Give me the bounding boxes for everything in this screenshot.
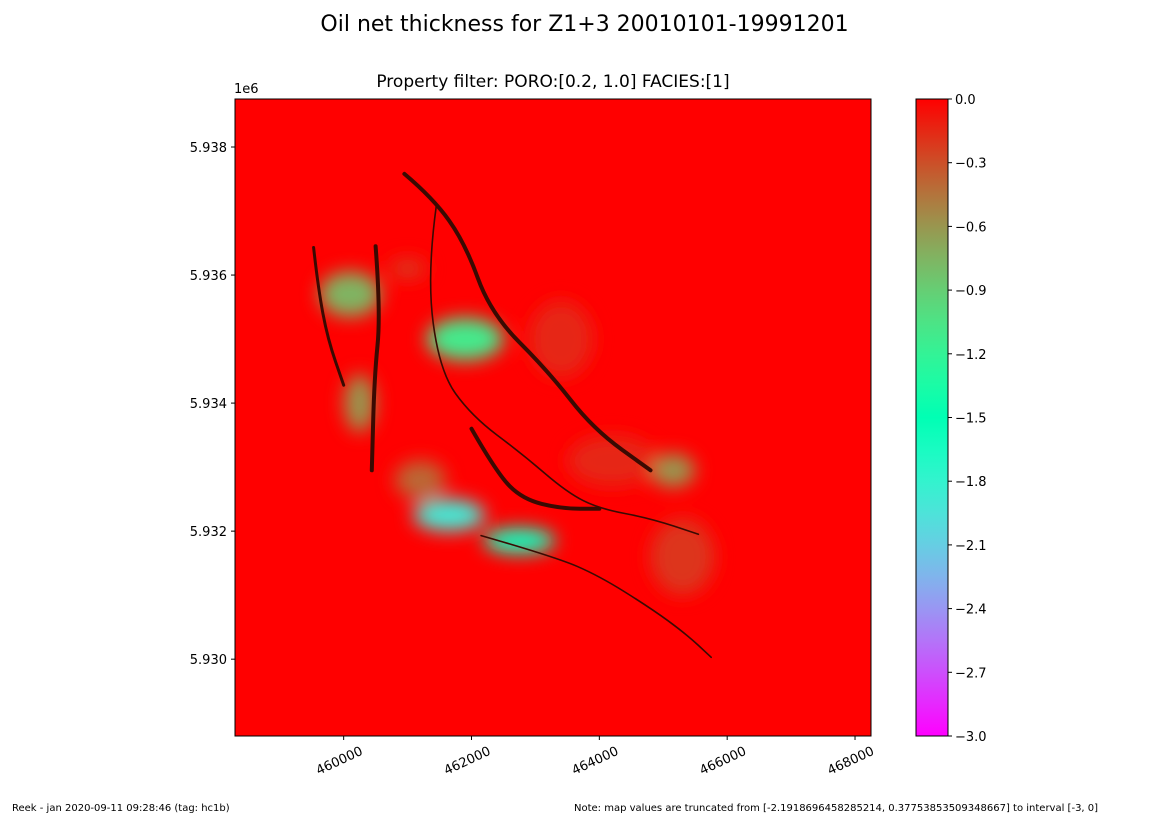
- colorbar-tick-label: −1.2: [955, 348, 987, 363]
- value-patches: [319, 258, 715, 596]
- value-patch: [650, 453, 696, 487]
- y-axis: 5.930 5.932 5.934 5.936 5.938: [190, 141, 235, 668]
- fault-line: [369, 244, 381, 473]
- colorbar-tick-label: −0.9: [955, 284, 987, 299]
- x-tick-label: 468000: [825, 744, 876, 779]
- fault-line: [312, 246, 346, 387]
- y-tick-label: 5.938: [190, 141, 227, 156]
- plot-area: [235, 99, 871, 736]
- x-tick-label: 466000: [698, 744, 749, 779]
- x-tick-label: 464000: [570, 744, 621, 779]
- colorbar-tick-label: −2.7: [955, 666, 987, 681]
- value-patch: [426, 317, 504, 361]
- y-tick-label: 5.936: [190, 269, 227, 284]
- value-patch: [483, 527, 556, 554]
- figure-title: Oil net thickness for Z1+3 20010101-1999…: [320, 12, 849, 37]
- x-axis: 460000 462000 464000 466000 468000: [314, 736, 877, 779]
- x-tick-label: 462000: [442, 744, 493, 779]
- fault-line: [480, 534, 712, 659]
- colorbar-tick-label: −1.5: [955, 412, 987, 427]
- value-patch: [394, 460, 446, 500]
- x-tick-label: 460000: [314, 744, 365, 779]
- fault-line: [402, 171, 653, 473]
- y-tick-label: 5.934: [190, 397, 227, 412]
- value-patch: [567, 435, 657, 487]
- value-patch: [529, 300, 593, 378]
- y-axis-offset-label: 1e6: [234, 82, 259, 97]
- plot-frame: [234, 98, 872, 737]
- fault-lines: [312, 171, 712, 659]
- colorbar-axis: 0.0 −0.3 −0.6 −0.9 −1.2 −1.5 −1.8 −2.1 −2.4 −2.7 −…: [948, 93, 987, 745]
- colorbar-tick-label: −3.0: [955, 730, 987, 745]
- value-patch: [388, 258, 427, 279]
- colorbar: [915, 98, 949, 737]
- y-tick-label: 5.932: [190, 525, 227, 540]
- value-patch: [319, 271, 381, 317]
- colorbar-tick-label: −0.3: [955, 157, 987, 172]
- footer-truncation-note: Note: map values are truncated from [-2.…: [574, 803, 1099, 814]
- colorbar-tick-label: −2.4: [955, 603, 987, 618]
- colorbar-tick-label: −2.1: [955, 539, 987, 554]
- value-patch: [650, 518, 715, 596]
- fault-line: [429, 205, 700, 536]
- chart-canvas: 460000 462000 464000 466000 468000 5.9305.93…: [190, 93, 987, 779]
- fault-line: [469, 426, 602, 511]
- colorbar-tick-label: −0.6: [955, 220, 987, 235]
- value-patch: [413, 499, 485, 532]
- footer-source-info: Reek - jan 2020-09-11 09:28:46 (tag: hc1…: [12, 803, 230, 814]
- colorbar-tick-label: 0.0: [955, 93, 976, 108]
- value-patch: [344, 374, 375, 432]
- plot-title: Property filter: PORO:[0.2, 1.0] FACIES:…: [376, 72, 730, 92]
- colorbar-tick-label: −1.8: [955, 475, 987, 490]
- y-tick-label: 5.930: [190, 653, 227, 668]
